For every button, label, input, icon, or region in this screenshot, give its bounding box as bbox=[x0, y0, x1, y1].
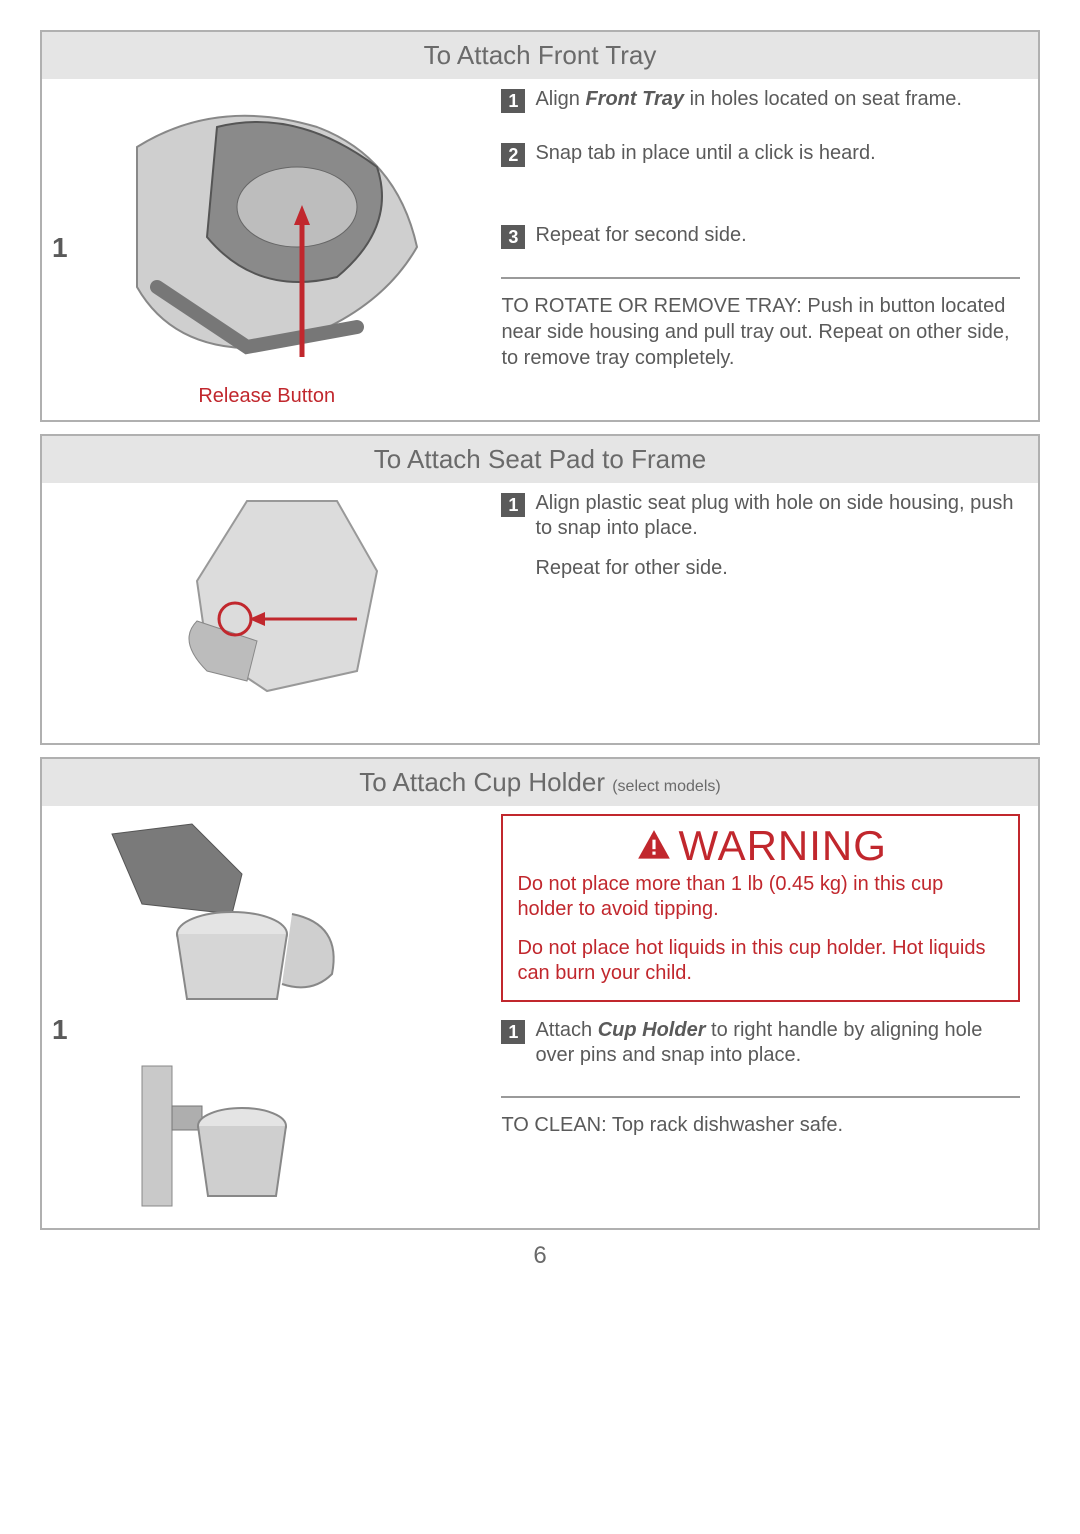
figure-number: 1 bbox=[52, 1014, 68, 1046]
step-badge: 1 bbox=[501, 89, 525, 113]
repeat-text: Repeat for other side. bbox=[535, 557, 1020, 580]
step-text: Align Front Tray in holes located on sea… bbox=[535, 87, 962, 112]
section-title: To Attach Cup Holder (select models) bbox=[42, 759, 1038, 806]
step-badge: 3 bbox=[501, 225, 525, 249]
page-number: 6 bbox=[40, 1242, 1040, 1270]
cup-holder-illustration-top bbox=[82, 814, 362, 1014]
warning-line-1: Do not place more than 1 lb (0.45 kg) in… bbox=[517, 872, 1004, 922]
figure-number: 1 bbox=[52, 232, 68, 264]
section-seat-pad: To Attach Seat Pad to Frame 1 Align plas… bbox=[40, 434, 1040, 745]
step-1: 1 Align plastic seat plug with hole on s… bbox=[501, 491, 1020, 541]
release-button-caption: Release Button bbox=[198, 385, 335, 408]
step-1: 1 Attach Cup Holder to right handle by a… bbox=[501, 1018, 1020, 1068]
step-2: 2 Snap tab in place until a click is hea… bbox=[501, 141, 1020, 167]
note-lead: TO ROTATE OR REMOVE TRAY: bbox=[501, 295, 801, 317]
illustration-column: 1 Release Button bbox=[52, 87, 481, 408]
steps-column: 1 Align plastic seat plug with hole on s… bbox=[501, 491, 1028, 731]
illustration-column bbox=[52, 491, 481, 731]
step-badge: 1 bbox=[501, 1020, 525, 1044]
section-title: To Attach Seat Pad to Frame bbox=[42, 436, 1038, 483]
illustration-column: 1 bbox=[52, 814, 481, 1216]
warning-box: WARNING Do not place more than 1 lb (0.4… bbox=[501, 814, 1020, 1002]
warning-line-2: Do not place hot liquids in this cup hol… bbox=[517, 936, 1004, 986]
warning-title: WARNING bbox=[517, 822, 1004, 870]
section-body: 1 Align plastic seat plug with hole on s… bbox=[42, 483, 1038, 743]
step-text: Align plastic seat plug with hole on sid… bbox=[535, 491, 1020, 541]
step-1: 1 Align Front Tray in holes located on s… bbox=[501, 87, 1020, 113]
step-text: Snap tab in place until a click is heard… bbox=[535, 141, 875, 166]
rotate-remove-note: TO ROTATE OR REMOVE TRAY: Push in button… bbox=[501, 277, 1020, 371]
clean-note: TO CLEAN: Top rack dishwasher safe. bbox=[501, 1096, 1020, 1138]
section-body: 1 WARNING Do not place m bbox=[42, 806, 1038, 1228]
warning-icon bbox=[635, 827, 673, 865]
section-title: To Attach Front Tray bbox=[42, 32, 1038, 79]
cup-illustration-group: 1 bbox=[82, 814, 362, 1216]
section-body: 1 Release Button 1 Align Front Tray in h… bbox=[42, 79, 1038, 420]
seat-pad-illustration bbox=[157, 491, 417, 701]
step-text: Repeat for second side. bbox=[535, 223, 746, 248]
cup-holder-illustration-bottom bbox=[122, 1056, 322, 1216]
step-text: Attach Cup Holder to right handle by ali… bbox=[535, 1018, 1020, 1068]
section-cup-holder: To Attach Cup Holder (select models) 1 bbox=[40, 757, 1040, 1230]
note-body: : Top rack dishwasher safe. bbox=[601, 1114, 843, 1136]
step-3: 3 Repeat for second side. bbox=[501, 223, 1020, 249]
step-badge: 2 bbox=[501, 143, 525, 167]
front-tray-illustration bbox=[97, 87, 437, 377]
step-badge: 1 bbox=[501, 493, 525, 517]
section-front-tray: To Attach Front Tray 1 Release Button 1 bbox=[40, 30, 1040, 422]
note-lead: TO CLEAN bbox=[501, 1114, 601, 1136]
steps-column: 1 Align Front Tray in holes located on s… bbox=[501, 87, 1028, 408]
steps-column: WARNING Do not place more than 1 lb (0.4… bbox=[501, 814, 1028, 1216]
